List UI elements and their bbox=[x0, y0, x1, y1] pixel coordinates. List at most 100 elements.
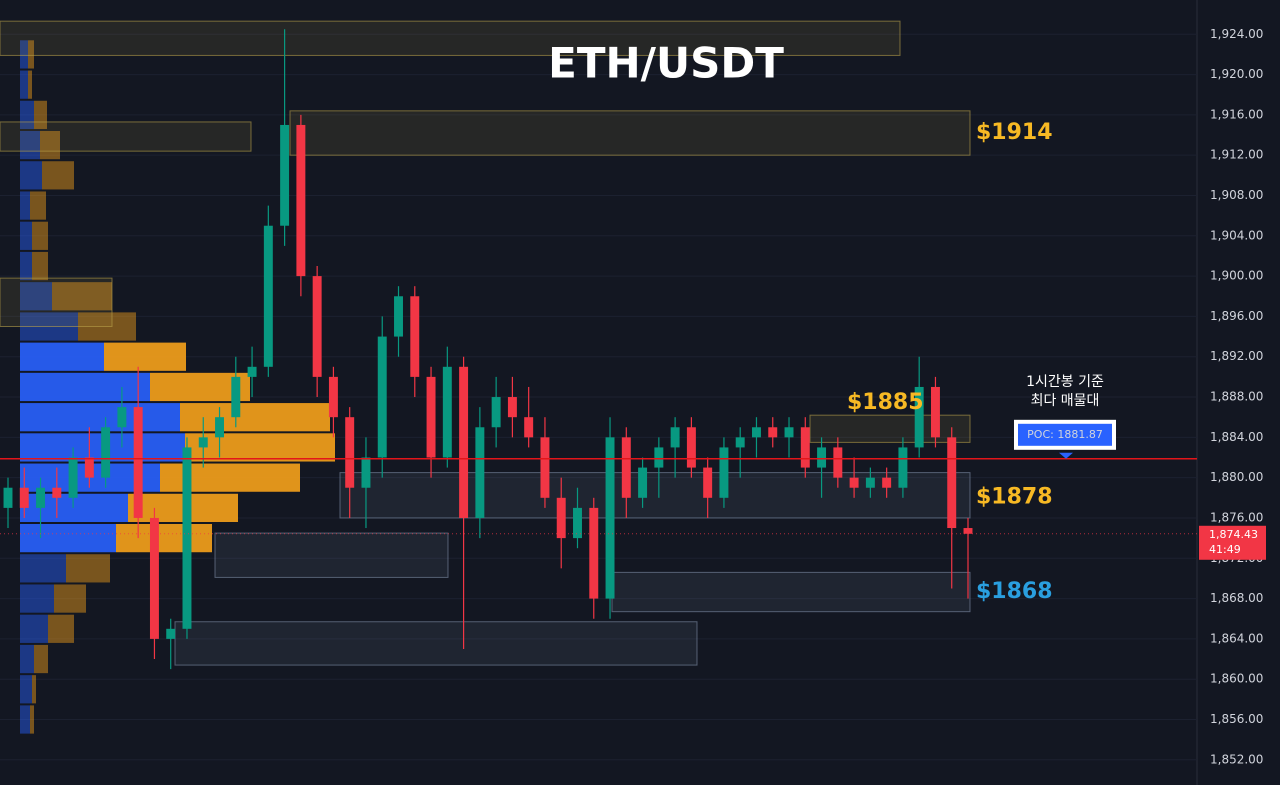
zone-label: $1914 bbox=[976, 120, 1053, 145]
candle-body bbox=[784, 427, 794, 438]
zone bbox=[0, 20, 901, 56]
candle-body bbox=[361, 457, 371, 488]
candle-body bbox=[914, 386, 924, 448]
poc-pointer bbox=[1059, 452, 1073, 459]
profile-buy bbox=[20, 554, 66, 583]
zone-label: $1868 bbox=[976, 579, 1053, 604]
zone bbox=[0, 277, 113, 327]
candle-body bbox=[963, 528, 973, 534]
zone-label: $1878 bbox=[976, 484, 1053, 509]
candle-body bbox=[882, 477, 892, 488]
profile-sell bbox=[160, 463, 300, 492]
zone bbox=[174, 621, 698, 666]
candle-body bbox=[394, 296, 403, 337]
candle-body bbox=[540, 437, 550, 498]
profile-buy bbox=[20, 221, 32, 250]
poc-box bbox=[1018, 423, 1112, 446]
profile-sell bbox=[185, 433, 335, 462]
profile-sell bbox=[116, 523, 212, 553]
y-tick-label: 1,864.00 bbox=[1210, 631, 1263, 645]
profile-buy bbox=[20, 130, 40, 160]
zone bbox=[0, 121, 252, 152]
profile-sell bbox=[34, 644, 48, 674]
candle-body bbox=[52, 487, 62, 498]
candle-body bbox=[849, 477, 859, 488]
candle-body bbox=[752, 427, 761, 438]
candle-body bbox=[263, 225, 273, 367]
chart-title: ETH/USDT bbox=[548, 39, 784, 88]
profile-buy bbox=[20, 161, 42, 190]
candle-body bbox=[703, 467, 713, 498]
candle-body bbox=[459, 366, 469, 518]
y-tick-label: 1,896.00 bbox=[1210, 309, 1263, 323]
candle-body bbox=[817, 447, 827, 468]
profile-buy bbox=[20, 675, 32, 704]
zone bbox=[214, 532, 449, 578]
y-tick-label: 1,888.00 bbox=[1210, 390, 1263, 404]
candle-body bbox=[133, 407, 143, 518]
y-tick-label: 1,884.00 bbox=[1210, 430, 1263, 444]
y-tick-label: 1,892.00 bbox=[1210, 349, 1263, 363]
candle-body bbox=[312, 276, 322, 377]
profile-sell bbox=[66, 554, 110, 583]
candle-body bbox=[345, 417, 355, 488]
candle-body bbox=[800, 427, 810, 468]
candle-body bbox=[166, 628, 176, 639]
candle-body bbox=[426, 376, 436, 458]
profile-buy bbox=[20, 403, 180, 432]
candle-body bbox=[768, 427, 778, 438]
profile-sell bbox=[32, 675, 36, 704]
profile-sell bbox=[28, 70, 32, 99]
profile-buy bbox=[20, 40, 28, 69]
candle-body bbox=[573, 507, 582, 539]
candle-body bbox=[117, 407, 127, 428]
last-price-label: 1,874.43 bbox=[1209, 528, 1258, 541]
profile-sell bbox=[180, 403, 330, 432]
candle-body bbox=[475, 427, 485, 518]
candle-body bbox=[670, 427, 680, 448]
candle-body bbox=[3, 487, 13, 508]
y-tick-label: 1,924.00 bbox=[1210, 27, 1263, 41]
candle-body bbox=[589, 507, 599, 599]
y-tick-label: 1,900.00 bbox=[1210, 269, 1263, 283]
zone bbox=[289, 110, 971, 156]
y-tick-label: 1,880.00 bbox=[1210, 470, 1263, 484]
candle-body bbox=[930, 386, 940, 438]
candle-body bbox=[524, 417, 534, 438]
profile-sell bbox=[32, 221, 48, 250]
callout-text: 최다 매물대 bbox=[1031, 393, 1100, 409]
candle-body bbox=[686, 427, 696, 468]
profile-sell bbox=[104, 342, 186, 371]
y-tick-label: 1,868.00 bbox=[1210, 591, 1263, 605]
candle-body bbox=[377, 336, 387, 458]
profile-buy bbox=[20, 342, 104, 371]
profile-sell bbox=[52, 282, 112, 311]
candle-body bbox=[898, 447, 908, 488]
y-tick-label: 1,856.00 bbox=[1210, 712, 1263, 726]
profile-buy bbox=[20, 644, 34, 674]
countdown: 41:49 bbox=[1209, 543, 1241, 556]
candle-body bbox=[621, 437, 631, 498]
candle-body bbox=[654, 447, 664, 468]
callout-text: 1시간봉 기준 bbox=[1026, 374, 1104, 390]
candle-body bbox=[19, 487, 29, 508]
profile-buy bbox=[20, 705, 30, 734]
profile-sell bbox=[30, 705, 34, 734]
profile-buy bbox=[20, 372, 150, 402]
y-tick-label: 1,916.00 bbox=[1210, 107, 1263, 121]
profile-buy bbox=[20, 191, 30, 220]
candle-body bbox=[36, 487, 46, 508]
candle-body bbox=[198, 437, 208, 448]
profile-sell bbox=[28, 40, 34, 69]
zone-label: $1885 bbox=[847, 390, 924, 415]
last-price-tag bbox=[1199, 525, 1266, 560]
profile-buy bbox=[20, 251, 32, 281]
profile-sell bbox=[48, 614, 74, 643]
candle-body bbox=[280, 124, 290, 226]
candle-body bbox=[556, 497, 566, 539]
profile-buy bbox=[20, 282, 52, 311]
candle-body bbox=[231, 376, 241, 418]
y-tick-label: 1,912.00 bbox=[1210, 148, 1263, 162]
candle-body bbox=[947, 437, 957, 529]
candle-body bbox=[182, 447, 192, 629]
